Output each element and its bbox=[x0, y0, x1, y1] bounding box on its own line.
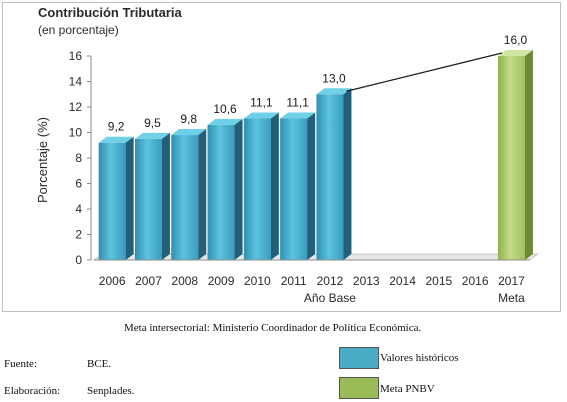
x-tick-sublabel: Año Base bbox=[304, 291, 356, 305]
bar-2007 bbox=[134, 138, 162, 260]
bar-side-2008 bbox=[198, 129, 207, 260]
y-tick-label: 2 bbox=[75, 228, 82, 242]
bar-2011 bbox=[280, 118, 308, 260]
bar-side-2006 bbox=[125, 136, 134, 260]
x-tick-label: 2009 bbox=[208, 274, 235, 288]
bar-side-2010 bbox=[270, 112, 279, 260]
x-tick-label: 2017 bbox=[498, 274, 525, 288]
x-tick-label: 2007 bbox=[135, 274, 162, 288]
trend-line bbox=[346, 52, 503, 92]
data-label-2017: 16,0 bbox=[504, 33, 528, 47]
x-tick-label: 2008 bbox=[171, 274, 198, 288]
source-value: BCE. bbox=[87, 358, 112, 370]
bar-top-2009 bbox=[207, 118, 243, 125]
x-tick-label: 2010 bbox=[244, 274, 271, 288]
bar-side-2009 bbox=[234, 118, 243, 260]
data-label-2007: 9,5 bbox=[144, 116, 161, 130]
x-tick-label: 2006 bbox=[99, 274, 126, 288]
bar-top-2006 bbox=[98, 136, 134, 143]
x-tick-label: 2015 bbox=[425, 274, 452, 288]
bar-2010 bbox=[243, 118, 271, 260]
bar-2008 bbox=[171, 135, 199, 260]
chart-subtitle: (en porcentaje) bbox=[38, 23, 119, 37]
data-label-2011: 11,1 bbox=[286, 95, 309, 109]
data-label-2012: 13,0 bbox=[322, 71, 346, 85]
bar-top-2011 bbox=[280, 112, 316, 119]
bar-side-2011 bbox=[307, 112, 316, 260]
x-tick-sublabel: Meta bbox=[498, 291, 525, 305]
data-label-2010: 11,1 bbox=[250, 95, 273, 109]
bar-2017 bbox=[497, 56, 525, 260]
bar-top-2010 bbox=[243, 112, 279, 119]
bar-2006 bbox=[98, 142, 126, 260]
x-tick-label: 2011 bbox=[281, 274, 307, 288]
note-text: Meta intersectorial: Ministerio Coordina… bbox=[124, 322, 422, 334]
x-tick-label: 2016 bbox=[462, 274, 489, 288]
y-tick-label: 10 bbox=[69, 126, 83, 140]
bar-top-2007 bbox=[134, 132, 170, 139]
bar-top-2008 bbox=[171, 129, 207, 136]
bar-top-2017 bbox=[497, 50, 533, 56]
data-label-2006: 9,2 bbox=[108, 120, 125, 134]
y-tick-label: 6 bbox=[75, 177, 82, 191]
x-tick-label: 2014 bbox=[389, 274, 416, 288]
bar-side-2007 bbox=[161, 132, 170, 260]
prepared-value: Senplades. bbox=[87, 385, 135, 397]
data-label-2008: 9,8 bbox=[180, 112, 197, 126]
x-tick-label: 2012 bbox=[317, 274, 344, 288]
bar-2009 bbox=[207, 124, 235, 260]
legend-swatch-historical bbox=[339, 347, 379, 369]
y-tick-label: 14 bbox=[69, 75, 83, 89]
legend-label-meta: Meta PNBV bbox=[380, 383, 435, 395]
bar-side-2012 bbox=[343, 88, 352, 260]
y-tick-label: 8 bbox=[75, 151, 82, 165]
y-tick-label: 12 bbox=[69, 100, 83, 114]
y-axis-label: Porcentaje (%) bbox=[35, 117, 50, 203]
source-label: Fuente: bbox=[4, 358, 37, 370]
data-label-2009: 10,6 bbox=[213, 102, 237, 116]
legend-label-historical: Valores históricos bbox=[380, 352, 459, 364]
bar-top-2012 bbox=[316, 88, 352, 95]
y-tick-label: 16 bbox=[69, 49, 83, 63]
bar-side-2017 bbox=[524, 50, 533, 260]
legend-swatch-meta bbox=[339, 377, 379, 399]
prepared-label: Elaboración: bbox=[4, 385, 61, 397]
chart-title: Contribución Tributaria bbox=[38, 5, 182, 20]
x-tick-label: 2013 bbox=[353, 274, 380, 288]
y-tick-label: 0 bbox=[75, 253, 82, 267]
bar-2012 bbox=[316, 94, 344, 260]
y-tick-label: 4 bbox=[75, 202, 82, 216]
